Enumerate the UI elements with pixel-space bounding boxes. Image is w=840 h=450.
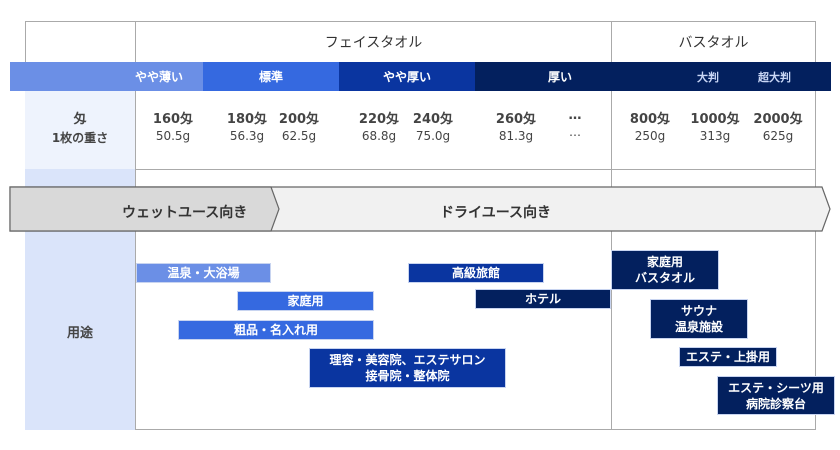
- usage-esthe-sheet: エステ・シーツ用 病院診察台: [717, 376, 835, 415]
- thickness-label: やや厚い: [382, 70, 431, 84]
- text: 接骨院・整体院: [365, 369, 450, 383]
- weight-1000: 1000匁 313g: [685, 108, 745, 143]
- weight-ellipsis: ……: [545, 108, 605, 139]
- usage-onsen: 温泉・大浴場: [136, 263, 271, 283]
- weight-240: 240匁 75.0g: [403, 108, 463, 143]
- table-left-border: [25, 21, 26, 62]
- header-face-towel: フェイスタオル: [324, 34, 423, 51]
- text: 病院診察台: [745, 396, 806, 411]
- weight-160: 160匁 50.5g: [143, 108, 203, 143]
- text: 200匁: [278, 112, 320, 127]
- text: 温泉施設: [674, 320, 723, 334]
- text: 220匁: [358, 112, 400, 127]
- text: 81.3g: [498, 129, 534, 143]
- weight-row-bottom: [135, 169, 815, 170]
- bath-size-extra-large: 超大判: [758, 70, 791, 84]
- text: 240匁: [412, 112, 454, 127]
- table-top-border: [25, 21, 815, 22]
- usage-row-label: 用途: [66, 326, 93, 341]
- usage-sauna: サウナ 温泉施設: [650, 299, 748, 339]
- thickness-label: 標準: [258, 70, 283, 84]
- table-bottom-border: [135, 429, 815, 430]
- text: 260匁: [495, 112, 537, 127]
- usage-esthe-cover: エステ・上掛用: [679, 347, 777, 367]
- weight-180: 180匁 56.3g: [217, 108, 277, 143]
- text: 1000匁: [690, 112, 740, 127]
- thickness-label: やや薄い: [134, 70, 183, 84]
- bath-size-large: 大判: [697, 70, 719, 84]
- thickness-thick: 厚い 大判 超大判: [475, 62, 831, 91]
- text: 180匁: [226, 112, 268, 127]
- usage-gift: 粗品・名入れ用: [178, 320, 374, 340]
- thickness-slightly-thin: やや薄い: [10, 62, 203, 91]
- text: 家庭用: [287, 294, 324, 308]
- weight-220: 220匁 68.8g: [349, 108, 409, 143]
- text: サウナ: [680, 304, 717, 318]
- text: エステ・上掛用: [685, 350, 770, 364]
- weight-sub-label: 1枚の重さ: [51, 131, 109, 145]
- weight-2000: 2000匁 625g: [748, 108, 808, 143]
- usage-ryokan: 高級旅館: [408, 263, 544, 283]
- text: ホテル: [524, 292, 561, 306]
- weight-200: 200匁 62.5g: [269, 108, 329, 143]
- thickness-slightly-thick: やや厚い: [339, 62, 475, 91]
- text: 粗品・名入れ用: [233, 323, 318, 337]
- usage-home: 家庭用: [237, 291, 374, 311]
- text: 62.5g: [281, 129, 317, 143]
- usage-home-bath: 家庭用 バスタオル: [611, 250, 719, 290]
- weight-260: 260匁 81.3g: [486, 108, 546, 143]
- text: 高級旅館: [451, 266, 500, 280]
- text: 理容・美容院、エステサロン: [329, 353, 486, 367]
- text: 800匁: [629, 112, 671, 127]
- dry-use-label: ドライユース向き: [440, 205, 552, 221]
- weight-800: 800匁 250g: [620, 108, 680, 143]
- text: 160匁: [152, 112, 194, 127]
- text: バスタオル: [634, 271, 695, 285]
- use-arrow-band: [9, 186, 831, 232]
- text: 625g: [762, 129, 794, 143]
- unit-label: 匁: [73, 112, 87, 127]
- wet-use-label: ウェットユース向き: [122, 205, 248, 221]
- text: 56.3g: [229, 129, 265, 143]
- label-column-weight-bg: [25, 91, 135, 169]
- text: …: [568, 108, 582, 123]
- text: …: [569, 125, 581, 139]
- text: エステ・シーツ用: [728, 380, 824, 395]
- text: 2000匁: [753, 112, 803, 127]
- text: 75.0g: [415, 129, 451, 143]
- wet-use-arrow: [9, 186, 280, 232]
- text: 250g: [634, 129, 666, 143]
- text: 家庭用: [646, 255, 683, 269]
- usage-salon: 理容・美容院、エステサロン 接骨院・整体院: [309, 348, 506, 388]
- thickness-label: 厚い: [548, 70, 573, 84]
- text: 68.8g: [361, 129, 397, 143]
- weight-row-label: 匁 1枚の重さ: [25, 108, 135, 146]
- usage-hotel: ホテル: [475, 289, 611, 309]
- header-bath-towel: バスタオル: [678, 34, 749, 51]
- text: 313g: [699, 129, 731, 143]
- text: 50.5g: [155, 129, 191, 143]
- text: 温泉・大浴場: [167, 266, 240, 280]
- thickness-standard: 標準: [203, 62, 339, 91]
